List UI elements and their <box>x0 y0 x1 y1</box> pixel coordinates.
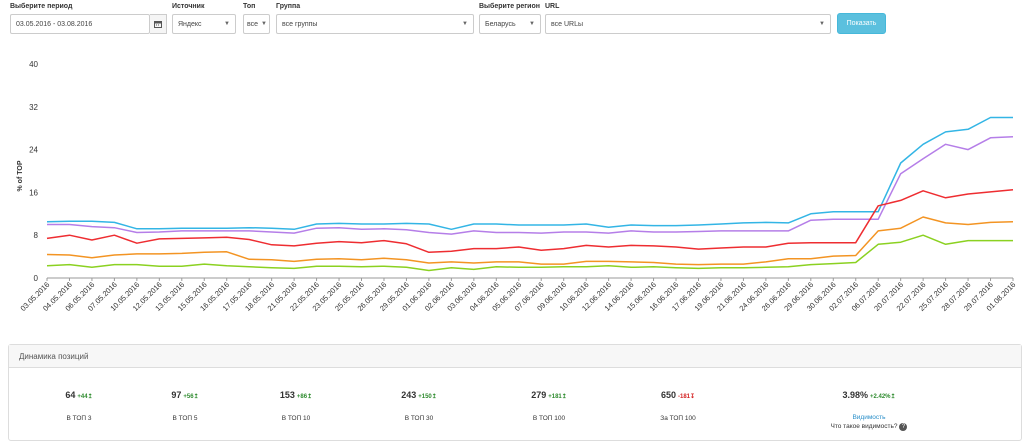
visibility-question: Что такое видимость? <box>830 423 898 430</box>
position-stat: 64 +44↥ В ТОП 3 <box>34 385 124 422</box>
stat-value: 650 <box>660 390 676 400</box>
stat-label: За ТОП 100 <box>660 415 696 422</box>
stat-label: В ТОП 10 <box>281 415 311 422</box>
position-stat: 153 +86↥ В ТОП 10 <box>251 385 341 422</box>
y-tick-label: 8 <box>34 231 39 240</box>
region-value: Беларусь <box>485 20 516 28</box>
stat-label: В ТОП 100 <box>532 415 566 422</box>
chevron-down-icon: ▼ <box>462 21 468 27</box>
stat-label: В ТОП 5 <box>172 415 198 422</box>
visibility-value: 3.98% <box>842 390 868 400</box>
positions-dynamics-panel: Динамика позиций 64 +44↥ В ТОП 3 97 +56↥ В ТО… <box>8 344 1022 441</box>
position-stat: 279 +181↥ В ТОП 100 <box>504 385 594 422</box>
series-line-2 <box>47 136 1014 235</box>
y-tick-label: 0 <box>34 274 39 283</box>
period-label: Выберите период <box>10 3 73 10</box>
chevron-down-icon: ▼ <box>224 21 230 27</box>
period-input[interactable]: 03.05.2016 - 03.08.2016 <box>10 14 150 34</box>
chevron-down-icon: ▼ <box>261 21 267 27</box>
visibility-delta: +2.42%↥ <box>869 394 896 400</box>
y-tick-label: 40 <box>29 60 38 69</box>
show-button[interactable]: Показать <box>837 13 886 34</box>
series-line-1 <box>46 116 1013 231</box>
region-select[interactable]: Беларусь ▼ <box>479 14 541 34</box>
y-tick-label: 16 <box>29 188 38 197</box>
question-icon: ? <box>899 423 908 431</box>
stat-delta: +44↥ <box>77 394 93 400</box>
group-value: все группы <box>282 20 318 28</box>
stat-delta: +181↥ <box>548 394 567 400</box>
series-line-3 <box>46 188 1014 254</box>
source-label: Источник <box>172 3 205 10</box>
position-stat: 97 +56↥ В ТОП 5 <box>140 385 230 422</box>
stat-value: 64 <box>65 390 76 400</box>
filter-bar: Выберите период 03.05.2016 - 03.08.2016 … <box>0 0 1024 42</box>
source-select[interactable]: Яндекс ▼ <box>172 14 236 34</box>
url-label: URL <box>545 3 560 10</box>
chevron-down-icon: ▼ <box>819 21 825 27</box>
region-label: Выберите регион <box>479 3 540 10</box>
stat-delta: +86↥ <box>296 394 313 400</box>
calendar-button[interactable] <box>150 14 167 34</box>
url-value: все URLы <box>551 20 584 28</box>
series-line-4 <box>46 216 1014 266</box>
top-select[interactable]: все ▼ <box>243 14 270 34</box>
top-value: все <box>247 20 259 28</box>
visibility-link[interactable]: Видимость <box>852 414 886 421</box>
position-stat: 243 +150↥ В ТОП 30 <box>374 385 464 422</box>
chevron-down-icon: ▼ <box>529 21 535 27</box>
stat-delta: -181↧ <box>677 394 696 400</box>
position-stat: 650 -181↧ За ТОП 100 <box>633 385 723 422</box>
top-label: Топ <box>243 3 256 10</box>
stat-delta: +150↥ <box>418 394 437 400</box>
stat-label: В ТОП 3 <box>66 415 92 422</box>
panel-title: Динамика позиций <box>9 345 1021 368</box>
visibility-help[interactable]: Что такое видимость?? <box>804 423 934 431</box>
stat-value: 97 <box>171 390 182 400</box>
stat-label: В ТОП 30 <box>404 415 434 422</box>
stat-delta: +56↥ <box>183 394 199 400</box>
url-select[interactable]: все URLы ▼ <box>545 14 831 34</box>
series-line-5 <box>46 234 1013 272</box>
stat-value: 243 <box>401 390 417 400</box>
y-tick-label: 32 <box>29 103 38 112</box>
source-value: Яндекс <box>178 20 202 28</box>
calendar-icon <box>154 21 162 28</box>
stat-value: 153 <box>279 390 295 400</box>
y-tick-label: 24 <box>29 146 38 155</box>
stat-value: 279 <box>531 390 547 400</box>
group-label: Группа <box>276 3 301 10</box>
y-axis-label: % of TOP <box>17 160 24 191</box>
period-value: 03.05.2016 - 03.08.2016 <box>16 20 93 28</box>
visibility-stat: 3.98% +2.42%↥ Видимость Что такое видимос… <box>804 385 934 431</box>
group-select[interactable]: все группы ▼ <box>276 14 474 34</box>
